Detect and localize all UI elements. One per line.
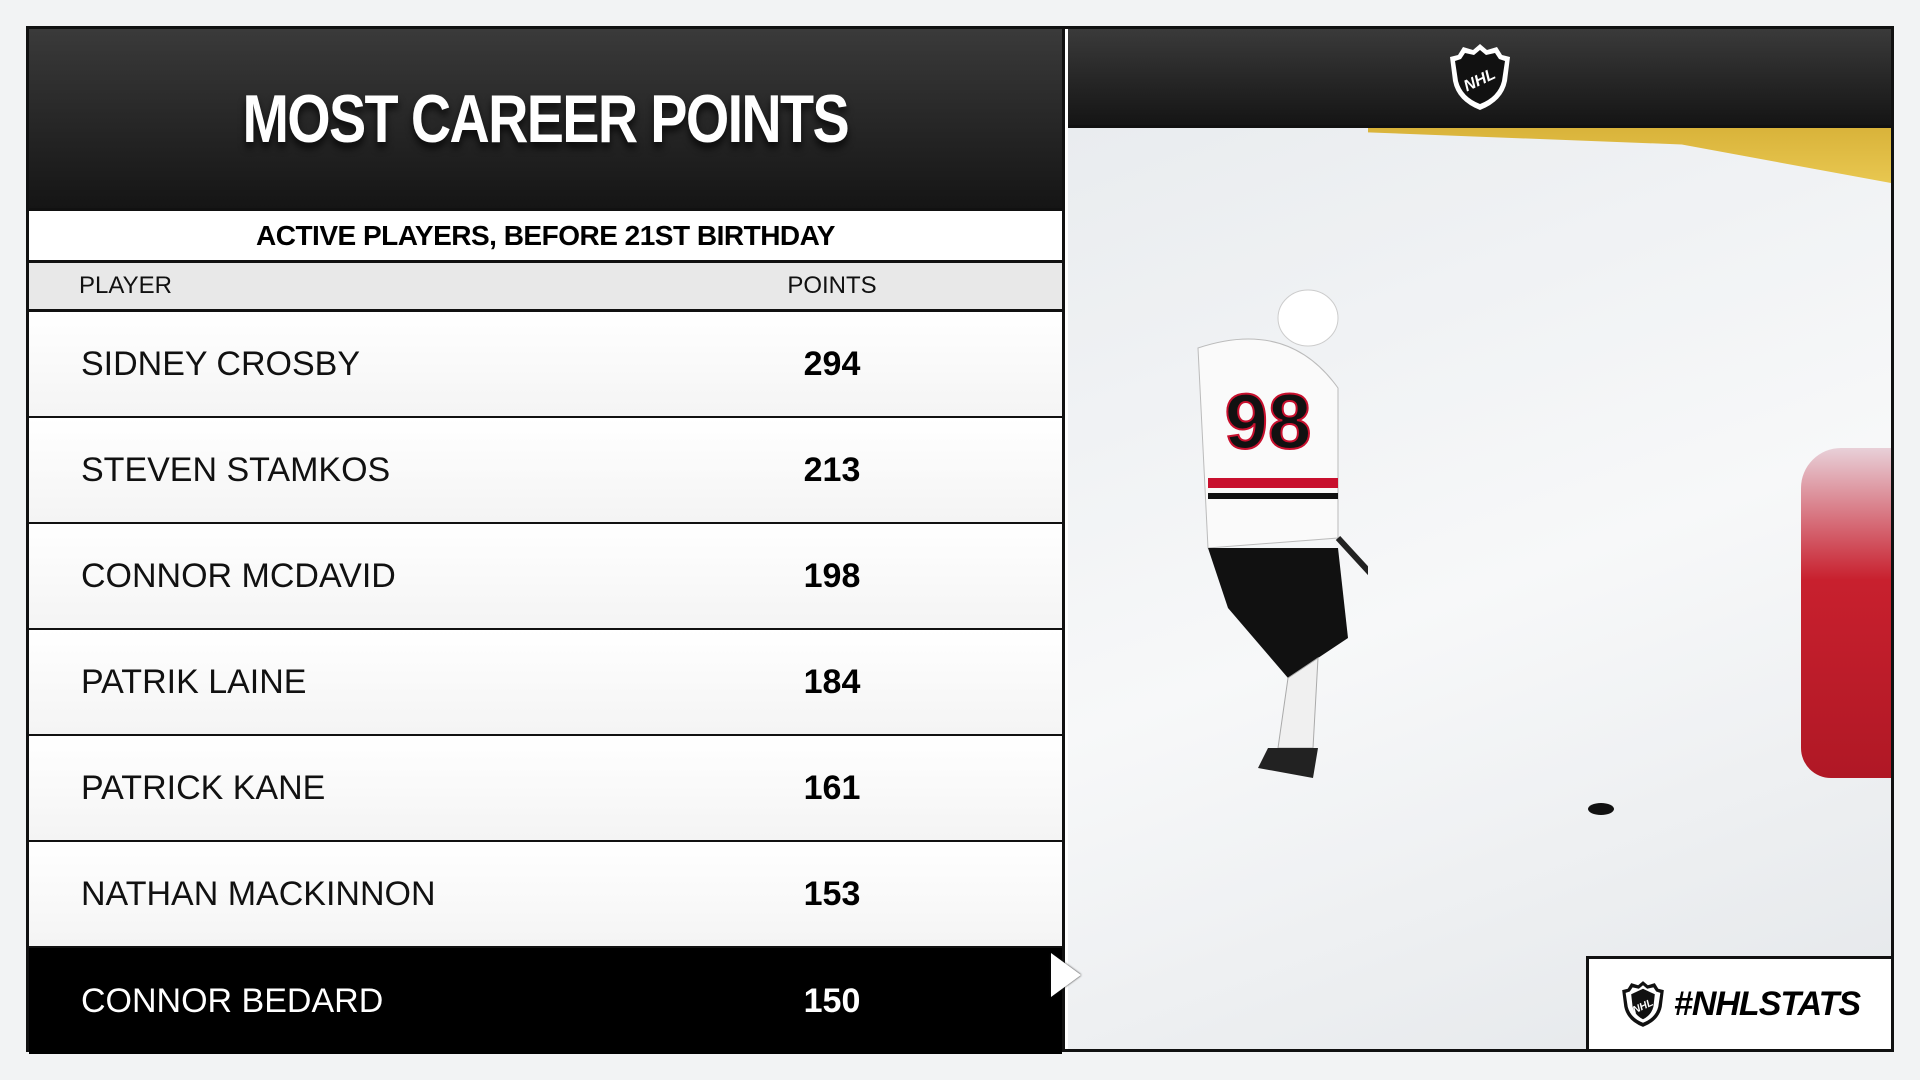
stats-table: MOST CAREER POINTS ACTIVE PLAYERS, BEFOR… [29, 29, 1065, 1054]
points-value: 150 [803, 981, 861, 1020]
nhl-shield-icon: NHL [1622, 981, 1664, 1027]
logo-bar: NHL [1068, 29, 1891, 128]
table-row: PATRIK LAINE 184 [29, 630, 1062, 736]
points-value: 213 [803, 450, 861, 489]
player-name: CONNOR MCDAVID [81, 556, 396, 595]
table-row: CONNOR MCDAVID 198 [29, 524, 1062, 630]
table-row-highlighted: CONNOR BEDARD 150 [29, 948, 1062, 1054]
player-name: SIDNEY CROSBY [81, 344, 361, 383]
player-photo: 98 [1068, 128, 1891, 1049]
nhl-shield-icon: NHL [1449, 44, 1510, 110]
hashtag-text: #NHLSTATS [1673, 984, 1861, 1023]
column-player: PLAYER [79, 272, 172, 299]
rink-boards [1368, 128, 1891, 183]
puck [1588, 803, 1614, 815]
player-name: PATRICK KANE [81, 768, 326, 807]
points-value: 153 [803, 874, 861, 913]
points-value: 161 [803, 768, 861, 807]
table-row: SIDNEY CROSBY 294 [29, 312, 1062, 418]
player-name: CONNOR BEDARD [81, 981, 384, 1020]
points-value: 294 [803, 344, 861, 383]
player-name: PATRIK LAINE [81, 662, 307, 701]
subtitle: ACTIVE PLAYERS, BEFORE 21ST BIRTHDAY [29, 211, 1062, 263]
column-header: PLAYER POINTS [29, 263, 1062, 312]
player-name: NATHAN MACKINNON [81, 874, 436, 913]
player-name: STEVEN STAMKOS [81, 450, 391, 489]
photo-panel: NHL 98 NHL #NHLSTATS [1068, 29, 1891, 1049]
hashtag-badge: NHL #NHLSTATS [1586, 956, 1891, 1049]
points-value: 184 [803, 662, 861, 701]
title-header: MOST CAREER POINTS [29, 29, 1062, 211]
highlight-arrow-icon [1051, 953, 1081, 997]
jersey-number: 98 [1225, 377, 1312, 465]
column-points: POINTS [787, 272, 877, 299]
table-row: STEVEN STAMKOS 213 [29, 418, 1062, 524]
points-value: 198 [803, 556, 861, 595]
table-row: NATHAN MACKINNON 153 [29, 842, 1062, 948]
page-title: MOST CAREER POINTS [242, 80, 850, 157]
table-row: PATRICK KANE 161 [29, 736, 1062, 842]
goalie [1801, 448, 1891, 778]
skater-illustration: 98 [1197, 289, 1368, 778]
graphic-card: MOST CAREER POINTS ACTIVE PLAYERS, BEFOR… [26, 26, 1894, 1054]
